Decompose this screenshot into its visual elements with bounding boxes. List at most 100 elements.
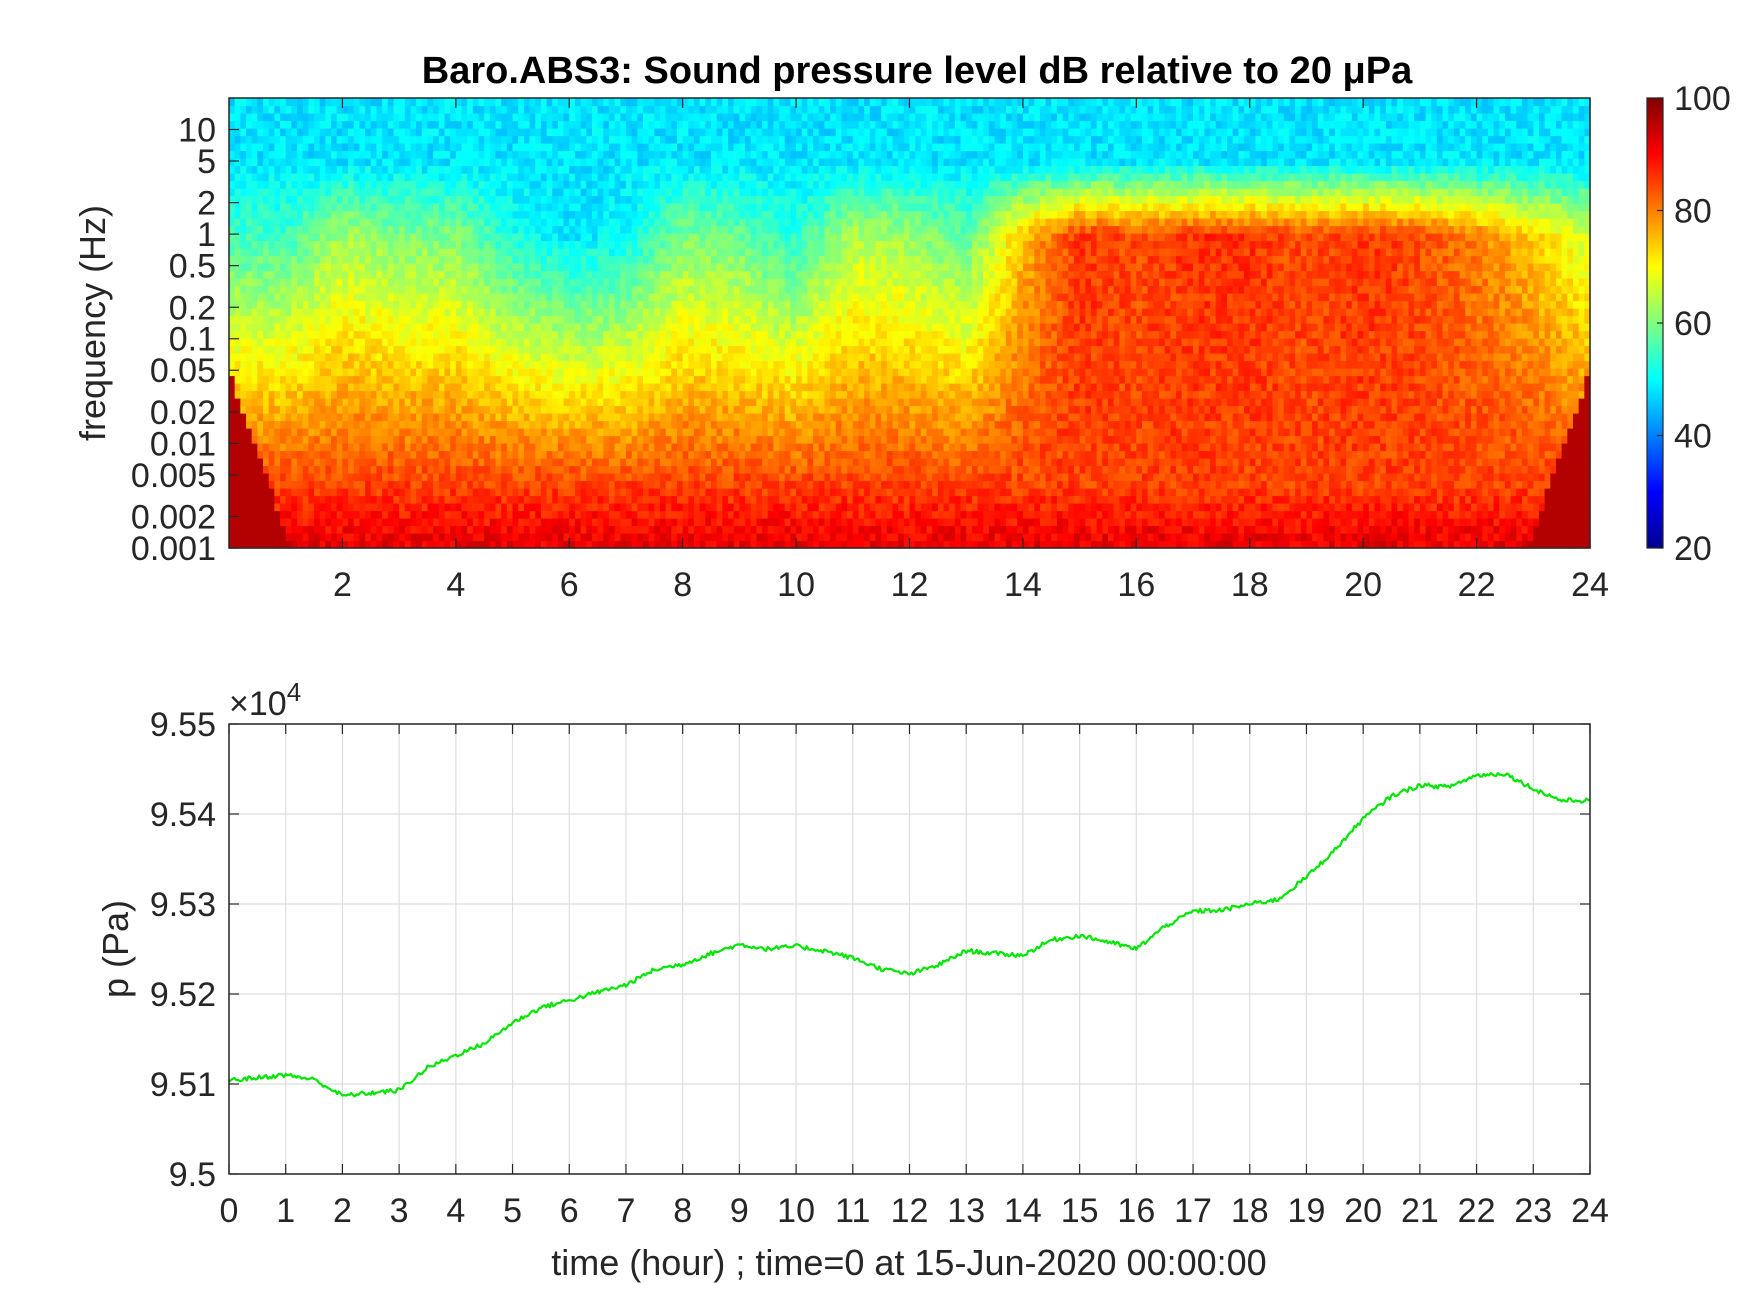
- spectrogram-cell: [569, 428, 576, 437]
- spectrogram-cell: [608, 233, 616, 242]
- spectrogram-cell: [563, 443, 570, 452]
- spectrogram-cell: [331, 518, 338, 527]
- spectrogram-cell: [671, 315, 678, 324]
- spectrogram-cell: [467, 345, 474, 354]
- spectrogram-cell: [467, 240, 474, 249]
- spectrogram-cell: [444, 390, 451, 399]
- spectrogram-cell: [246, 278, 253, 287]
- spectrogram-cell: [365, 495, 372, 504]
- spectrogram-cell: [603, 390, 610, 399]
- spectrogram-cell: [387, 135, 395, 144]
- spectrogram-cell: [399, 120, 406, 129]
- spectrogram-cell: [591, 293, 599, 302]
- spectrogram-cell: [654, 368, 661, 377]
- spectrogram-cell: [614, 263, 621, 272]
- spectrogram-cell: [421, 368, 429, 377]
- spectrogram-cell: [518, 315, 525, 324]
- spectrogram-cell: [302, 173, 309, 182]
- spectrogram-cell: [314, 120, 321, 129]
- spectrogram-cell: [251, 375, 258, 384]
- spectrogram-cell: [586, 240, 593, 249]
- spectrogram-cell: [512, 398, 519, 407]
- spectrogram-cell: [251, 540, 258, 549]
- spectrogram-cell: [501, 323, 508, 332]
- spectrogram-cell: [654, 233, 661, 242]
- spectrogram-cell: [540, 495, 548, 504]
- spectrogram-cell: [240, 315, 247, 324]
- spectrogram-cell: [682, 390, 689, 399]
- spectrogram-cell: [308, 293, 315, 302]
- spectrogram-cell: [597, 113, 604, 122]
- spectrogram-cell: [631, 510, 638, 519]
- spectrogram-cell: [308, 398, 315, 407]
- spectrogram-cell: [631, 383, 638, 392]
- spectrogram-cell: [591, 360, 599, 369]
- spectrogram-cell: [563, 353, 570, 362]
- spectrogram-cell: [489, 180, 497, 189]
- spectrogram-cell: [365, 285, 372, 294]
- spectrogram-cell: [484, 255, 491, 264]
- spectrogram-cell: [359, 480, 366, 489]
- spectrogram-cell: [654, 345, 661, 354]
- spectrogram-cell: [234, 390, 241, 399]
- spectrogram-cell: [240, 135, 247, 144]
- spectrogram-cell: [648, 293, 655, 302]
- spectrogram-cell: [540, 450, 548, 459]
- spectrogram-cell: [540, 533, 548, 542]
- spectrogram-cell: [654, 413, 661, 422]
- spectrogram-cell: [659, 308, 667, 317]
- spectrogram-cell: [302, 390, 309, 399]
- spectrogram-cell: [234, 270, 241, 279]
- spectrogram-cell: [336, 315, 344, 324]
- spectrogram-cell: [229, 120, 236, 129]
- spectrogram-cell: [654, 188, 661, 197]
- spectrogram-cell: [614, 120, 621, 129]
- spectrogram-cell: [591, 420, 599, 429]
- spectrogram-cell: [268, 173, 275, 182]
- spectrogram-cell: [438, 323, 446, 332]
- spectrogram-cell: [438, 128, 446, 137]
- spectrogram-cell: [682, 113, 689, 122]
- spectrogram-cell: [229, 323, 236, 332]
- spectrogram-cell: [427, 420, 434, 429]
- spectrogram-cell: [280, 173, 287, 182]
- spectrogram-cell: [654, 203, 661, 212]
- spectrogram-cell: [546, 270, 553, 279]
- spectrogram-cell: [353, 420, 361, 429]
- spectrogram-cell: [336, 300, 344, 309]
- spectrogram-cell: [625, 180, 633, 189]
- spectrogram-cell: [472, 338, 480, 347]
- spectrogram-cell: [677, 143, 684, 152]
- spectrogram-cell: [694, 240, 701, 249]
- spectrogram-cell: [438, 233, 446, 242]
- spectrogram-cell: [438, 278, 446, 287]
- spectrogram-cell: [257, 225, 264, 234]
- spectrogram-cell: [495, 338, 502, 347]
- spectrogram-cell: [489, 375, 497, 384]
- spectrogram-cell: [438, 308, 446, 317]
- spectrogram-cell: [353, 443, 361, 452]
- spectrogram-cell: [376, 128, 383, 137]
- spectrogram-cell: [671, 510, 678, 519]
- spectrogram-cell: [518, 300, 525, 309]
- spectrogram-cell: [291, 330, 298, 339]
- spectrogram-cell: [506, 533, 514, 542]
- spectrogram-cell: [540, 353, 548, 362]
- spectrogram-cell: [501, 390, 508, 399]
- spectrogram-cell: [353, 263, 361, 272]
- spectrogram-cell: [665, 450, 672, 459]
- spectrogram-cell: [240, 525, 247, 534]
- spectrogram-cell: [694, 375, 701, 384]
- spectrogram-cell: [291, 180, 298, 189]
- spectrogram-cell: [359, 510, 366, 519]
- spectrogram-cell: [631, 270, 638, 279]
- spectrogram-cell: [523, 263, 531, 272]
- spectrogram-cell: [659, 443, 667, 452]
- spectrogram-cell: [489, 518, 497, 527]
- spectrogram-cell: [659, 533, 667, 542]
- spectrogram-cell: [268, 300, 275, 309]
- spectrogram-cell: [353, 255, 361, 264]
- spectrogram-cell: [399, 218, 406, 227]
- spectrogram-cell: [455, 353, 463, 362]
- spectrogram-cell: [688, 120, 695, 129]
